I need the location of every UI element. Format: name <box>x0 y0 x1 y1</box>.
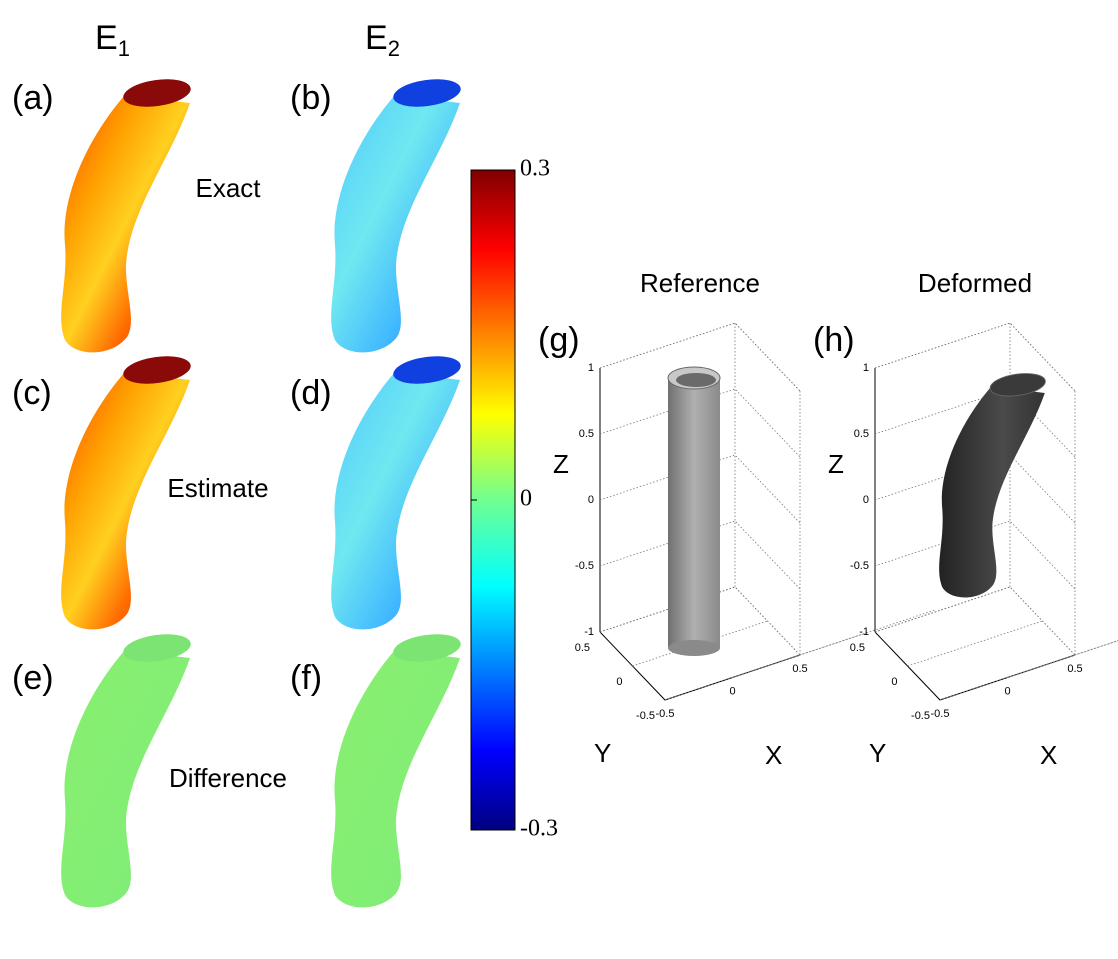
panel-label: (h) <box>813 321 855 359</box>
row-label: Difference <box>169 763 287 793</box>
grid-line <box>1075 610 1118 655</box>
z-tick-label: -0.5 <box>575 560 594 572</box>
z-tick-label: 0 <box>588 494 594 506</box>
box-edge <box>875 587 1075 655</box>
subscript: 2 <box>388 36 400 61</box>
y-tick-label: 0.5 <box>850 642 865 654</box>
x-axis-label: X <box>765 740 782 770</box>
z-axis-label: Z <box>553 449 569 479</box>
colorbar <box>471 170 515 830</box>
deformed-tube <box>939 370 1047 597</box>
x-axis-label: X <box>1040 740 1057 770</box>
plot-title: Deformed <box>918 268 1032 298</box>
surface <box>331 352 462 629</box>
grid-line <box>875 587 1010 632</box>
column-header: E1 <box>95 19 130 61</box>
y-tick-label: 0 <box>891 676 897 688</box>
y-tick-label: 0.5 <box>575 642 590 654</box>
z-tick-label: 0.5 <box>579 428 594 440</box>
surface <box>331 75 462 352</box>
x-tick-label: -0.5 <box>931 708 950 720</box>
panel-label: (c) <box>12 374 52 412</box>
grid-line <box>875 587 1075 655</box>
figure: E1 E2 (a) (b) (c) (d) (e) (f) Exact Esti… <box>0 0 1118 959</box>
z-tick-label: 1 <box>588 362 594 374</box>
page: {"columns": [{"letter": "E", "subscript"… <box>0 0 1118 959</box>
cylinder <box>668 367 720 656</box>
y-axis-label: Y <box>869 738 886 768</box>
y-tick-label: -0.5 <box>911 710 930 722</box>
letter: E <box>95 19 118 57</box>
plot-title: Reference <box>640 268 760 298</box>
surface <box>61 75 192 352</box>
grid-line <box>908 621 1043 666</box>
x-tick-label: 0 <box>729 685 735 697</box>
box-edge <box>875 632 1075 700</box>
letter: E <box>365 19 388 57</box>
y-tick-label: -0.5 <box>636 710 655 722</box>
z-axis-label: Z <box>828 449 844 479</box>
axes-3d: Reference(g)10.50-0.5-10.50-0.5-0.500.5Z… <box>538 268 1118 770</box>
z-tick-label: 0.5 <box>854 428 869 440</box>
row-label: Estimate <box>167 473 268 503</box>
panel-label: (f) <box>290 659 322 697</box>
z-tick-label: -1 <box>859 626 869 638</box>
z-tick-label: -0.5 <box>850 560 869 572</box>
colorbar-label: -0.3 <box>520 816 558 842</box>
panel-label: (b) <box>290 79 332 117</box>
surface <box>331 630 462 907</box>
panel-label: (g) <box>538 321 580 359</box>
x-tick-label: 0.5 <box>792 663 807 675</box>
column-header: E2 <box>365 19 400 61</box>
z-tick-label: 1 <box>863 362 869 374</box>
z-tick-label: -1 <box>584 626 594 638</box>
row-label: Exact <box>195 173 261 203</box>
colorbar-label: 0 <box>520 486 532 512</box>
panel-label: (d) <box>290 374 332 412</box>
grid-line <box>1008 633 1118 678</box>
colorbar-label: 0.3 <box>520 156 550 182</box>
x-tick-label: 0 <box>1004 685 1010 697</box>
x-tick-label: -0.5 <box>656 708 675 720</box>
subscript: 1 <box>118 36 130 61</box>
y-tick-label: 0 <box>616 676 622 688</box>
panel-label: (a) <box>12 79 54 117</box>
panel-label: (e) <box>12 659 54 697</box>
x-tick-label: 0.5 <box>1067 663 1082 675</box>
y-axis-label: Y <box>594 738 611 768</box>
z-tick-label: 0 <box>863 494 869 506</box>
